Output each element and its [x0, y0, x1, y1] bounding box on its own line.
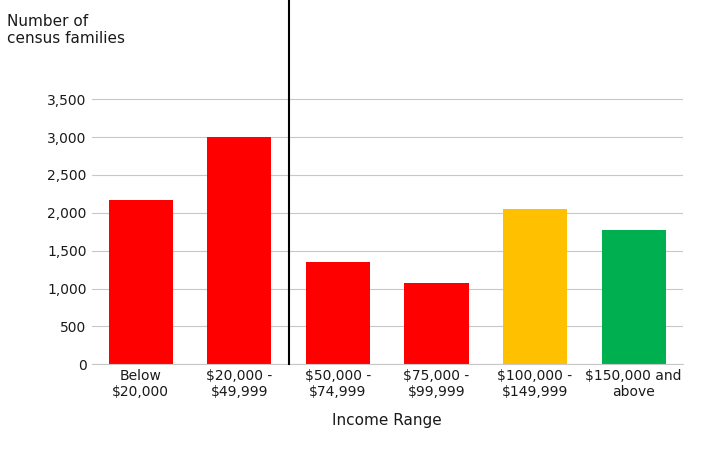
X-axis label: Income Range: Income Range — [332, 413, 442, 428]
Text: Number of
census families: Number of census families — [7, 14, 125, 46]
Bar — [306, 262, 370, 364]
Bar — [404, 283, 469, 364]
Bar — [601, 230, 666, 364]
Bar — [108, 199, 173, 364]
Bar — [503, 209, 567, 364]
Bar — [208, 137, 272, 364]
